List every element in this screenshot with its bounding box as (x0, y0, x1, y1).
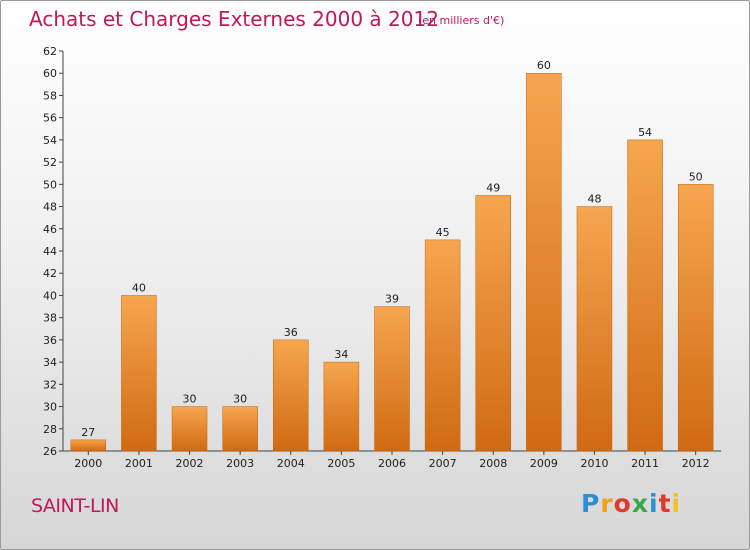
y-tick-label: 60 (43, 67, 57, 80)
chart-title: Achats et Charges Externes 2000 à 2012 (29, 7, 439, 31)
data-label-2006: 39 (385, 293, 399, 306)
x-tick-label-2009: 2009 (530, 457, 558, 470)
x-tick-label-2008: 2008 (479, 457, 507, 470)
bar-2012 (677, 184, 714, 452)
logo-letter: o (613, 489, 632, 518)
logo-letter: i (671, 489, 682, 518)
logo-letter: P (581, 489, 601, 518)
data-label-2010: 48 (587, 193, 601, 206)
bar-2011 (627, 139, 663, 452)
chart-subtitle: (en milliers d'€) (418, 14, 505, 27)
data-label-2003: 30 (233, 393, 247, 406)
y-tick-label: 30 (43, 401, 57, 414)
x-tick-label-2010: 2010 (580, 457, 608, 470)
y-tick-label: 46 (43, 223, 57, 236)
bar-2000 (70, 439, 107, 452)
y-tick-label: 34 (43, 356, 57, 369)
x-tick-label-2007: 2007 (429, 457, 457, 470)
data-label-2011: 54 (638, 126, 652, 139)
y-tick-label: 58 (43, 89, 57, 102)
data-label-2002: 30 (183, 393, 197, 406)
y-tick-label: 50 (43, 178, 57, 191)
data-label-2009: 60 (537, 59, 551, 72)
x-tick-label-2004: 2004 (277, 457, 305, 470)
x-tick-label-2003: 2003 (226, 457, 254, 470)
x-tick-label-2011: 2011 (631, 457, 659, 470)
commune-name: SAINT-LIN (31, 495, 119, 517)
x-tick-label-2000: 2000 (74, 457, 102, 470)
y-tick-label: 44 (43, 245, 57, 258)
bar-2007 (424, 239, 461, 452)
x-tick-label-2005: 2005 (327, 457, 355, 470)
bar-2008 (475, 195, 511, 452)
y-tick-label: 40 (43, 289, 57, 302)
x-tick-label-2001: 2001 (125, 457, 153, 470)
x-tick-label-2012: 2012 (682, 457, 710, 470)
y-tick-label: 48 (43, 201, 57, 214)
y-tick-label: 56 (43, 112, 57, 125)
logo-letter: i (649, 489, 659, 518)
bar-2003 (222, 406, 258, 452)
bar-2002 (171, 406, 208, 452)
bar-2001 (121, 295, 157, 452)
y-tick-label: 26 (43, 445, 57, 458)
proxiti-logo[interactable]: Proxiti (581, 489, 681, 518)
bar-2009 (526, 72, 562, 452)
bar-2004 (273, 339, 309, 452)
data-label-2001: 40 (132, 281, 146, 294)
logo-letter: t (658, 489, 672, 518)
y-tick-label: 28 (43, 423, 57, 436)
logo-letter: r (600, 489, 614, 518)
data-label-2004: 36 (284, 326, 298, 339)
y-tick-label: 42 (43, 267, 57, 280)
x-tick-label-2002: 2002 (176, 457, 204, 470)
data-label-2008: 49 (486, 181, 500, 194)
y-tick-label: 54 (43, 134, 57, 147)
logo-letter: x (631, 489, 649, 518)
y-tick-label: 32 (43, 378, 57, 391)
x-tick-label-2006: 2006 (378, 457, 406, 470)
y-tick-label: 52 (43, 156, 57, 169)
data-label-2012: 50 (689, 170, 703, 183)
y-tick-label: 36 (43, 334, 57, 347)
bar-2005 (323, 361, 360, 452)
y-tick-label: 62 (43, 45, 57, 58)
data-label-2005: 34 (334, 348, 348, 361)
bar-2006 (374, 306, 410, 452)
y-tick-label: 38 (43, 312, 57, 325)
data-label-2000: 27 (81, 426, 95, 439)
bar-2010 (576, 206, 613, 452)
data-label-2007: 45 (436, 226, 450, 239)
